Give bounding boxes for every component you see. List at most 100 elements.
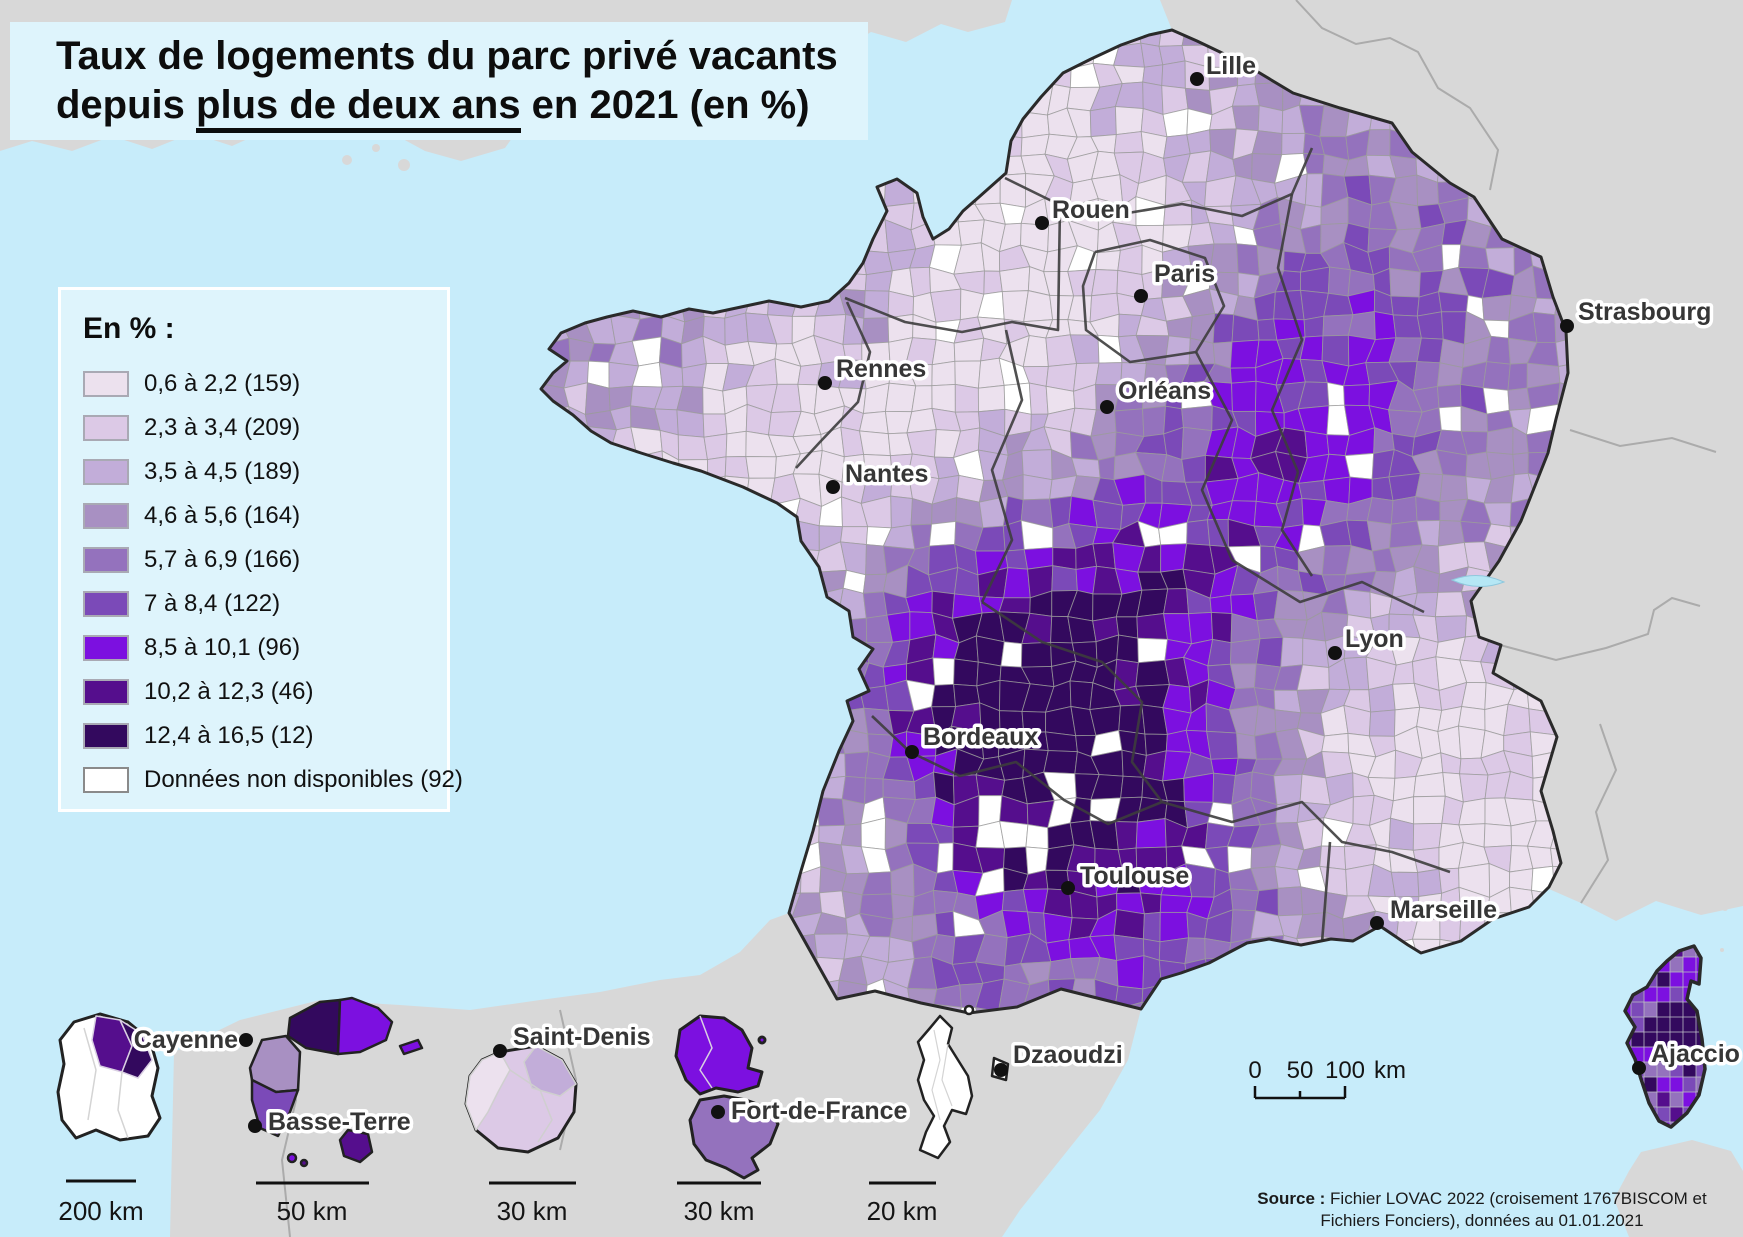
epci-cell[interactable] bbox=[1158, 937, 1190, 965]
epci-cell[interactable] bbox=[977, 384, 1006, 413]
epci-cell[interactable] bbox=[1043, 750, 1078, 775]
epci-cell[interactable] bbox=[862, 591, 888, 619]
epci-cell[interactable] bbox=[954, 360, 982, 389]
epci-cell[interactable] bbox=[1343, 588, 1372, 619]
epci-cell[interactable] bbox=[931, 683, 957, 708]
epci-cell[interactable] bbox=[1160, 543, 1188, 573]
epci-cell[interactable] bbox=[934, 910, 956, 938]
epci-cell[interactable] bbox=[1092, 499, 1124, 530]
epci-cell[interactable] bbox=[1669, 956, 1685, 974]
epci-cell[interactable] bbox=[1183, 772, 1215, 803]
epci-cell[interactable] bbox=[1092, 542, 1116, 570]
epci-cell[interactable] bbox=[1682, 1076, 1698, 1094]
epci-cell[interactable] bbox=[1139, 892, 1162, 915]
epci-cell[interactable] bbox=[1254, 705, 1277, 737]
territory-region[interactable] bbox=[119, 1019, 153, 1079]
epci-cell[interactable] bbox=[1656, 1016, 1672, 1034]
epci-cell[interactable] bbox=[1656, 1076, 1672, 1094]
epci-cell[interactable] bbox=[1416, 337, 1444, 364]
epci-cell[interactable] bbox=[1390, 295, 1420, 317]
epci-cell[interactable] bbox=[1116, 634, 1139, 664]
epci-cell[interactable] bbox=[999, 266, 1031, 293]
epci-cell[interactable] bbox=[1373, 311, 1397, 341]
epci-cell[interactable] bbox=[1486, 426, 1514, 455]
epci-cell[interactable] bbox=[1137, 637, 1169, 664]
epci-cell[interactable] bbox=[1303, 315, 1325, 338]
epci-cell[interactable] bbox=[1186, 519, 1211, 546]
epci-cell[interactable] bbox=[1051, 565, 1078, 592]
epci-cell[interactable] bbox=[1236, 732, 1258, 760]
epci-cell[interactable] bbox=[1412, 361, 1441, 392]
epci-cell[interactable] bbox=[953, 658, 979, 687]
epci-cell[interactable] bbox=[1229, 367, 1257, 384]
inset-guyane[interactable] bbox=[56, 1012, 162, 1142]
epci-cell[interactable] bbox=[1344, 452, 1375, 480]
epci-cell[interactable] bbox=[702, 413, 728, 438]
epci-cell[interactable] bbox=[1298, 480, 1327, 502]
epci-cell[interactable] bbox=[1438, 405, 1462, 432]
epci-cell[interactable] bbox=[929, 288, 962, 323]
inset-guadeloupe[interactable] bbox=[248, 996, 424, 1168]
epci-cell[interactable] bbox=[797, 383, 818, 415]
epci-cell[interactable] bbox=[1208, 221, 1238, 245]
epci-cell[interactable] bbox=[1503, 703, 1531, 737]
epci-cell[interactable] bbox=[1482, 387, 1510, 415]
epci-cell[interactable] bbox=[931, 360, 956, 387]
epci-cell[interactable] bbox=[1273, 773, 1303, 806]
epci-cell[interactable] bbox=[724, 312, 749, 346]
epci-cell[interactable] bbox=[957, 219, 985, 246]
epci-cell[interactable] bbox=[1507, 387, 1532, 411]
epci-cell[interactable] bbox=[1304, 430, 1330, 459]
epci-cell[interactable] bbox=[1296, 664, 1330, 691]
epci-cell[interactable] bbox=[1095, 249, 1121, 271]
epci-cell[interactable] bbox=[1412, 592, 1439, 618]
epci-cell[interactable] bbox=[745, 456, 777, 479]
epci-cell[interactable] bbox=[1274, 866, 1302, 889]
epci-cell[interactable] bbox=[1257, 105, 1284, 135]
epci-cell[interactable] bbox=[909, 266, 931, 298]
epci-cell[interactable] bbox=[1368, 683, 1396, 713]
epci-cell[interactable] bbox=[1417, 868, 1443, 898]
epci-cell[interactable] bbox=[1413, 795, 1446, 825]
epci-cell[interactable] bbox=[1273, 689, 1302, 714]
epci-cell[interactable] bbox=[1669, 971, 1685, 989]
epci-cell[interactable] bbox=[1069, 680, 1094, 711]
epci-cell[interactable] bbox=[1206, 730, 1239, 760]
epci-cell[interactable] bbox=[1388, 817, 1415, 851]
epci-cell[interactable] bbox=[1209, 594, 1233, 615]
epci-cell[interactable] bbox=[1682, 956, 1698, 974]
epci-cell[interactable] bbox=[1188, 611, 1214, 645]
epci-cell[interactable] bbox=[931, 339, 956, 366]
epci-cell[interactable] bbox=[1413, 772, 1446, 798]
epci-cell[interactable] bbox=[813, 933, 848, 960]
epci-cell[interactable] bbox=[1481, 294, 1512, 322]
epci-cell[interactable] bbox=[1669, 1091, 1685, 1109]
epci-cell[interactable] bbox=[890, 495, 913, 529]
epci-cell[interactable] bbox=[1001, 909, 1032, 939]
epci-cell[interactable] bbox=[999, 820, 1029, 849]
epci-cell[interactable] bbox=[999, 173, 1027, 208]
epci-cell[interactable] bbox=[936, 842, 954, 874]
epci-cell[interactable] bbox=[954, 383, 979, 413]
epci-cell[interactable] bbox=[1114, 106, 1144, 136]
epci-cell[interactable] bbox=[1507, 362, 1528, 391]
epci-cell[interactable] bbox=[1643, 1001, 1659, 1019]
epci-cell[interactable] bbox=[1181, 405, 1213, 432]
epci-cell[interactable] bbox=[1136, 588, 1169, 618]
epci-cell[interactable] bbox=[1089, 106, 1117, 138]
epci-cell[interactable] bbox=[1438, 291, 1469, 313]
territory-region[interactable] bbox=[523, 1045, 577, 1097]
epci-cell[interactable] bbox=[1163, 588, 1190, 615]
epci-cell[interactable] bbox=[1323, 476, 1351, 505]
epci-cell[interactable] bbox=[1669, 986, 1685, 1004]
epci-cell[interactable] bbox=[1441, 244, 1462, 272]
epci-cell[interactable] bbox=[1656, 1001, 1672, 1019]
epci-cell[interactable] bbox=[1116, 955, 1145, 990]
epci-cell[interactable] bbox=[1304, 173, 1324, 208]
epci-cell[interactable] bbox=[1669, 1016, 1685, 1034]
epci-cell[interactable] bbox=[1512, 452, 1529, 476]
epci-cell[interactable] bbox=[910, 523, 933, 550]
epci-cell[interactable] bbox=[1656, 986, 1672, 1004]
epci-cell[interactable] bbox=[1210, 611, 1233, 644]
epci-cell[interactable] bbox=[1326, 382, 1345, 407]
